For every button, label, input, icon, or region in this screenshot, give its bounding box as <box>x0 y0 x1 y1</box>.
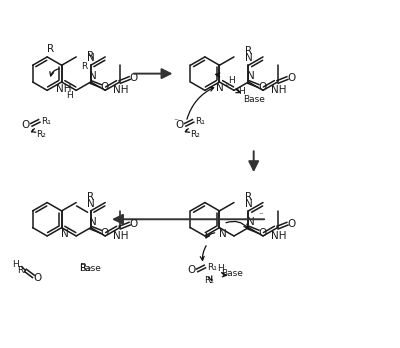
Text: H: H <box>12 260 19 269</box>
Text: H: H <box>217 264 224 273</box>
Text: N: N <box>246 217 254 227</box>
Text: R: R <box>245 47 252 56</box>
Text: O: O <box>258 82 266 92</box>
Text: R₁: R₁ <box>18 266 28 275</box>
Text: N: N <box>245 199 252 209</box>
Text: N: N <box>245 53 252 63</box>
Text: O: O <box>130 73 138 83</box>
Text: O: O <box>287 219 296 229</box>
Text: R: R <box>87 52 94 61</box>
Text: O: O <box>100 228 109 238</box>
Text: R₂: R₂ <box>204 276 214 285</box>
Text: H: H <box>228 76 235 85</box>
Text: R₁: R₁ <box>41 117 51 126</box>
Text: R: R <box>82 62 88 71</box>
Text: H: H <box>66 91 73 100</box>
Text: R: R <box>87 192 94 202</box>
Text: O: O <box>130 219 138 229</box>
Text: NH: NH <box>271 231 286 241</box>
Text: N: N <box>89 71 96 81</box>
Text: N: N <box>87 199 94 209</box>
Text: O: O <box>100 82 109 92</box>
Text: O: O <box>187 266 195 275</box>
Text: O: O <box>175 120 184 130</box>
Text: ⁻: ⁻ <box>173 117 178 126</box>
Text: N: N <box>246 71 254 81</box>
Text: NH: NH <box>271 85 286 95</box>
Text: R₂: R₂ <box>36 130 46 139</box>
Text: R: R <box>245 192 252 202</box>
Text: O: O <box>258 228 266 238</box>
Text: Base: Base <box>222 269 244 278</box>
Text: R₁: R₁ <box>195 117 205 126</box>
Text: R₂: R₂ <box>80 263 92 274</box>
Text: H: H <box>238 87 244 96</box>
Text: Base: Base <box>243 95 265 104</box>
Text: NH: NH <box>113 85 129 95</box>
Text: N: N <box>218 229 226 238</box>
Text: R: R <box>46 44 54 54</box>
Text: N: N <box>87 53 94 63</box>
Text: N: N <box>89 217 96 227</box>
Text: NH: NH <box>56 84 71 94</box>
Text: N⁺: N⁺ <box>216 83 229 93</box>
Text: O: O <box>33 273 42 283</box>
Text: NH: NH <box>113 231 129 241</box>
Text: Base: Base <box>80 264 101 273</box>
Text: N: N <box>61 229 68 238</box>
Text: O: O <box>21 120 30 130</box>
Text: R₁: R₁ <box>207 263 217 272</box>
Text: ⁻: ⁻ <box>258 211 263 220</box>
Text: R₂: R₂ <box>190 130 200 139</box>
Text: O: O <box>287 73 296 83</box>
